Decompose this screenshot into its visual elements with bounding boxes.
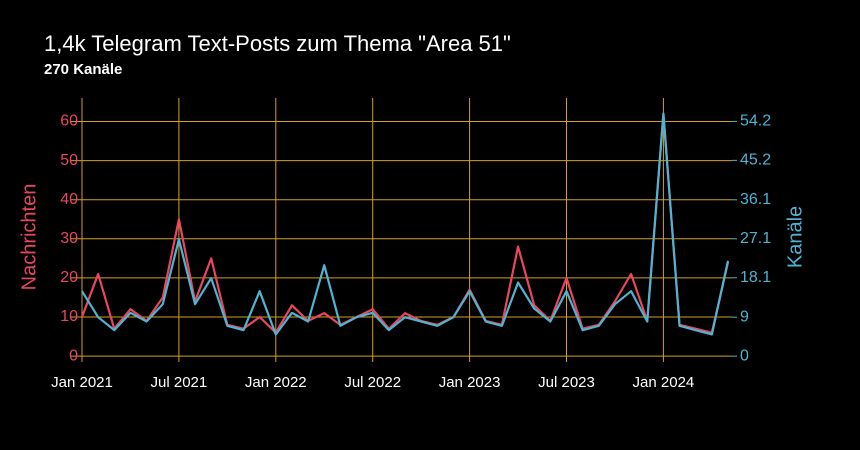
y2-tick-label: 0 xyxy=(740,347,749,364)
y2-tick-label: 9 xyxy=(740,308,749,325)
x-tick-label: Jul 2021 xyxy=(151,374,208,391)
chart-subtitle: 270 Kanäle xyxy=(44,61,122,78)
x-tick-label: Jan 2024 xyxy=(633,374,695,391)
x-tick-label: Jan 2023 xyxy=(439,374,501,391)
y-axis-label: Nachrichten xyxy=(18,184,40,291)
y2-tick-label: 36.1 xyxy=(740,191,771,208)
y-tick-label: 20 xyxy=(60,269,78,286)
y-tick-label: 30 xyxy=(60,230,78,247)
y2-axis-label: Kanäle xyxy=(784,206,806,268)
series-line xyxy=(80,112,730,334)
series-line xyxy=(81,112,730,336)
y-tick-label: 0 xyxy=(69,347,78,364)
y-tick-label: 40 xyxy=(60,191,78,208)
y2-tick-label: 27.1 xyxy=(740,230,771,247)
y-tick-label: 10 xyxy=(60,308,78,325)
y-tick-label: 60 xyxy=(60,113,78,130)
x-tick-label: Jul 2022 xyxy=(344,374,401,391)
y2-tick-label: 18.1 xyxy=(740,269,771,286)
x-tick-label: Jan 2021 xyxy=(51,374,113,391)
chart-title: 1,4k Telegram Text-Posts zum Thema "Area… xyxy=(44,31,511,56)
x-tick-label: Jan 2022 xyxy=(245,374,307,391)
x-tick-label: Jul 2023 xyxy=(538,374,595,391)
y2-tick-label: 45.2 xyxy=(740,152,771,169)
y2-tick-label: 54.2 xyxy=(740,113,771,130)
y-tick-label: 50 xyxy=(60,152,78,169)
